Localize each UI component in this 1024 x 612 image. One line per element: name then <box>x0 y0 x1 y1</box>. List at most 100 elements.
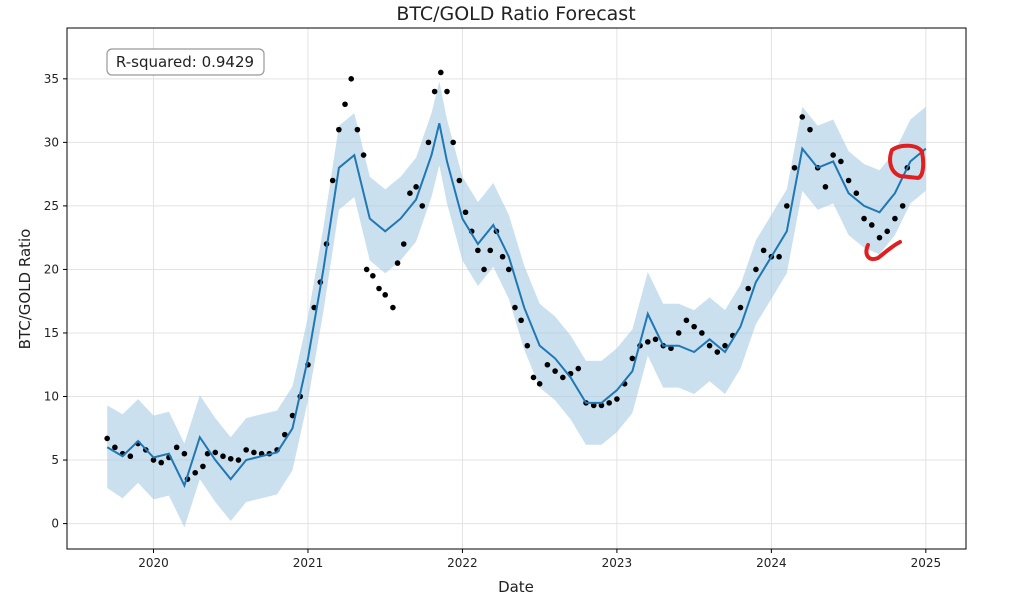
data-point <box>329 177 336 184</box>
data-point <box>845 177 852 184</box>
data-point <box>884 228 891 235</box>
data-point <box>518 317 524 324</box>
data-point <box>807 126 813 133</box>
data-point <box>706 342 713 349</box>
chart-title: BTC/GOLD Ratio Forecast <box>396 3 635 25</box>
data-point <box>536 381 543 387</box>
data-point <box>838 158 844 165</box>
x-tick-label: 2025 <box>911 556 942 570</box>
data-point <box>456 177 463 184</box>
annotation-box <box>106 48 265 76</box>
data-point <box>861 215 867 222</box>
data-point <box>158 459 165 466</box>
x-tick-label: 2020 <box>138 556 169 570</box>
hand-drawn-check <box>864 240 902 261</box>
data-point <box>150 457 157 463</box>
data-point <box>737 304 744 311</box>
y-tick-label: 5 <box>51 453 59 467</box>
data-point <box>112 444 118 451</box>
annotation: R-squared: 0.9429 <box>116 53 254 71</box>
y-tick-label: 10 <box>44 390 59 404</box>
data-point <box>530 374 537 381</box>
data-point <box>784 203 790 209</box>
data-point <box>876 234 883 241</box>
data-point <box>512 304 518 311</box>
data-point <box>192 469 199 476</box>
data-point <box>714 349 721 355</box>
data-point <box>360 152 367 158</box>
data-point <box>668 345 674 352</box>
plot-frame <box>66 27 967 550</box>
data-point <box>419 203 426 209</box>
y-tick-label: 15 <box>44 326 59 340</box>
data-point <box>505 266 512 273</box>
data-point <box>652 336 659 343</box>
data-point <box>363 266 370 273</box>
data-point <box>830 152 836 158</box>
data-point <box>127 453 134 460</box>
data-point <box>251 449 257 456</box>
plot-area <box>67 28 966 549</box>
x-tick-label: 2023 <box>602 556 633 570</box>
data-point <box>524 342 531 349</box>
data-point <box>699 330 705 336</box>
data-point <box>791 164 798 171</box>
data-point <box>212 449 219 456</box>
data-point <box>614 396 620 402</box>
data-point <box>745 285 752 292</box>
data-point <box>722 342 728 349</box>
data-point <box>544 361 551 368</box>
y-tick-label: 0 <box>51 517 59 531</box>
data-point <box>450 139 456 146</box>
data-point <box>376 285 382 292</box>
data-point <box>691 323 697 330</box>
data-point <box>336 126 342 133</box>
data-point <box>390 304 396 311</box>
data-point <box>598 402 605 409</box>
data-point <box>382 292 389 298</box>
data-point <box>868 222 875 228</box>
forecast-line <box>106 123 927 489</box>
data-point <box>235 457 242 463</box>
data-point <box>760 247 767 254</box>
data-point <box>776 253 782 260</box>
data-point <box>590 402 597 409</box>
y-axis-label: BTC/GOLD Ratio <box>16 229 34 350</box>
hand-drawn-circle <box>888 143 926 181</box>
x-axis-label: Date <box>498 578 534 596</box>
data-point <box>289 412 296 419</box>
data-point <box>560 374 566 381</box>
data-point <box>475 247 481 254</box>
data-point <box>683 317 690 324</box>
data-point <box>220 453 226 460</box>
data-point <box>200 463 206 470</box>
data-point <box>822 184 829 190</box>
data-point <box>487 247 494 254</box>
data-point <box>892 215 898 222</box>
data-point <box>799 114 806 120</box>
data-point <box>853 190 860 196</box>
data-point <box>394 260 401 266</box>
data-point <box>899 203 906 209</box>
data-point <box>281 431 288 438</box>
data-point <box>413 184 419 190</box>
x-tick-label: 2021 <box>293 556 324 570</box>
data-point <box>400 241 407 247</box>
data-point <box>181 450 188 457</box>
data-point <box>575 365 582 372</box>
y-tick-label: 25 <box>44 199 59 213</box>
data-point <box>438 69 444 76</box>
data-point <box>104 435 110 442</box>
data-point <box>354 126 361 133</box>
uncertainty-band <box>107 81 926 528</box>
y-tick-label: 30 <box>44 135 59 149</box>
data-point <box>407 190 413 196</box>
data-point <box>481 266 487 273</box>
data-point <box>227 455 234 462</box>
data-point <box>675 330 682 336</box>
data-point <box>552 368 558 374</box>
data-point <box>462 209 469 216</box>
data-point <box>444 88 450 95</box>
